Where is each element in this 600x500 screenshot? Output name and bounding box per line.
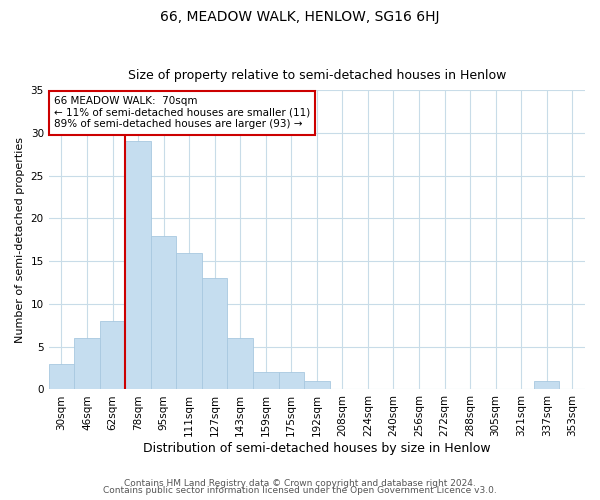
Bar [278, 372, 304, 390]
Text: Contains public sector information licensed under the Open Government Licence v3: Contains public sector information licen… [103, 486, 497, 495]
Bar [151, 236, 176, 390]
Title: Size of property relative to semi-detached houses in Henlow: Size of property relative to semi-detach… [128, 69, 506, 82]
X-axis label: Distribution of semi-detached houses by size in Henlow: Distribution of semi-detached houses by … [143, 442, 491, 455]
Bar [176, 252, 202, 390]
Bar [74, 338, 100, 390]
Text: 66, MEADOW WALK, HENLOW, SG16 6HJ: 66, MEADOW WALK, HENLOW, SG16 6HJ [160, 10, 440, 24]
Bar [49, 364, 74, 390]
Text: Contains HM Land Registry data © Crown copyright and database right 2024.: Contains HM Land Registry data © Crown c… [124, 478, 476, 488]
Bar [534, 381, 559, 390]
Bar [304, 381, 329, 390]
Bar [125, 142, 151, 390]
Text: 66 MEADOW WALK:  70sqm
← 11% of semi-detached houses are smaller (11)
89% of sem: 66 MEADOW WALK: 70sqm ← 11% of semi-deta… [54, 96, 310, 130]
Y-axis label: Number of semi-detached properties: Number of semi-detached properties [15, 137, 25, 343]
Bar [253, 372, 278, 390]
Bar [227, 338, 253, 390]
Bar [202, 278, 227, 390]
Bar [100, 321, 125, 390]
